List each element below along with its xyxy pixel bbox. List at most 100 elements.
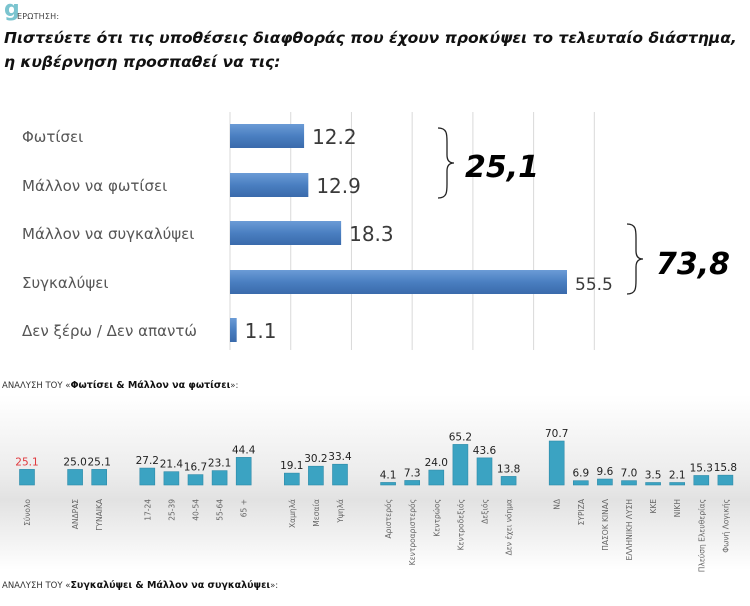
- column-bar: [19, 469, 35, 486]
- bar: [230, 173, 309, 197]
- breakdown-bar-chart: 25.1 Σύνολο 25.0 ΑΝΔΡΑΣ 25.1 ΓΥΝΑΙΚΑ 27.2 17-24…: [15, 428, 737, 572]
- column-category-label: Κεντρώος: [432, 499, 441, 537]
- column-value-label: 70.7: [545, 428, 568, 440]
- section2-bold: Συγκαλύψει & Μάλλον να συγκαλύψει: [70, 580, 271, 591]
- column-category-label: ΕΛΛΗΝΙΚΗ ΛΥΣΗ: [625, 499, 634, 561]
- column-category-label: Κεντροαριστερός: [408, 499, 417, 565]
- bar: [230, 318, 237, 342]
- column-bar: [621, 480, 637, 486]
- column-value-label: 4.1: [380, 469, 397, 481]
- column-category-label: 25-39: [167, 499, 176, 521]
- column-bar: [669, 482, 686, 486]
- column-category-label: Δεξιός: [481, 499, 490, 524]
- category-label: Συγκαλύψει: [22, 274, 108, 292]
- column-bar: [476, 457, 493, 486]
- column-value-label: 30.2: [304, 453, 327, 465]
- column-value-label: 7.3: [404, 467, 421, 479]
- column-category-label: Χαμηλά: [288, 499, 297, 528]
- column-value-label: 19.1: [280, 460, 303, 472]
- column-value-label: 25.1: [88, 456, 111, 468]
- section1-title: ΑΝΑΛΥΣΗ ΤΟΥ «Φωτίσει & Μάλλον να φωτίσει…: [2, 380, 238, 391]
- column-value-label: 43.6: [473, 445, 497, 457]
- column-value-label: 15.8: [714, 462, 737, 474]
- column-value-label: 3.5: [645, 470, 662, 482]
- column-category-label: ΠΑΣΟΚ ΚΙΝΑΛ: [601, 498, 610, 551]
- column-value-label: 23.1: [208, 458, 231, 470]
- column-bar: [380, 482, 396, 486]
- column-category-label: ΝΔ: [553, 498, 562, 510]
- category-label: Δεν ξέρω / Δεν απαντώ: [22, 322, 197, 340]
- bar: [230, 124, 305, 148]
- column-bar: [283, 472, 300, 486]
- column-category-label: Κεντροδεξιός: [456, 499, 465, 550]
- section1-bold: Φωτίσει & Μάλλον να φωτίσει: [70, 380, 231, 391]
- column-category-label: 55-64: [216, 499, 225, 521]
- column-category-label: Σύνολο: [23, 499, 32, 526]
- column-category-label: Αριστερός: [384, 499, 393, 539]
- column-category-label: Δεν έχει νόημα: [505, 499, 514, 555]
- section2-title: ΑΝΑΛΥΣΗ ΤΟΥ «Συγκαλύψει & Μάλλον να συγκ…: [2, 580, 278, 591]
- bar: [230, 270, 567, 294]
- column-value-label: 27.2: [136, 455, 159, 467]
- column-bar: [645, 482, 661, 486]
- column-value-label: 44.4: [232, 444, 256, 456]
- column-bar: [67, 469, 83, 486]
- column-bar: [500, 476, 517, 486]
- column-bar: [597, 478, 613, 486]
- group-total-label: 25,1: [465, 150, 539, 185]
- section1-suffix: »:: [230, 381, 239, 391]
- category-label: Φωτίσει: [22, 128, 83, 146]
- value-label: 18.3: [349, 222, 394, 246]
- category-label: Μάλλον να συγκαλύψει: [22, 225, 194, 243]
- section2-prefix: ΑΝΑΛΥΣΗ ΤΟΥ «: [2, 581, 71, 591]
- column-category-label: ΝΙΚΗ: [673, 499, 682, 517]
- column-category-label: Φωνή Λογικής: [721, 499, 730, 553]
- column-bar: [235, 457, 252, 486]
- brace-right: [626, 223, 644, 295]
- column-bar: [693, 475, 710, 486]
- column-value-label: 2.1: [669, 470, 686, 482]
- brace-left: [437, 127, 455, 199]
- column-category-label: 40-54: [192, 499, 201, 521]
- column-category-label: ΓΥΝΑΙΚΑ: [95, 498, 104, 531]
- column-bar: [211, 470, 228, 486]
- column-value-label: 13.8: [497, 463, 520, 475]
- column-value-label: 9.6: [597, 466, 614, 478]
- column-value-label: 25.1: [15, 456, 38, 468]
- column-bar: [428, 469, 445, 486]
- question-title: Πιστεύετε ότι τις υποθέσεις διαφθοράς πο…: [4, 29, 737, 71]
- logo-icon: g: [4, 0, 20, 22]
- column-category-label: 17-24: [143, 499, 152, 521]
- column-bar: [717, 474, 734, 486]
- column-bar: [308, 465, 324, 486]
- column-category-label: Υψηλά: [336, 499, 345, 524]
- column-value-label: 33.4: [328, 451, 352, 463]
- section1-prefix: ΑΝΑΛΥΣΗ ΤΟΥ «: [2, 381, 71, 391]
- column-bar: [548, 440, 565, 486]
- column-bar: [452, 444, 469, 486]
- section2-suffix: »:: [270, 581, 279, 591]
- column-bar: [187, 474, 204, 486]
- column-value-label: 16.7: [184, 462, 207, 474]
- bar: [230, 221, 342, 245]
- column-value-label: 25.0: [63, 456, 86, 468]
- column-value-label: 7.0: [621, 468, 638, 480]
- value-label: 12.9: [316, 174, 361, 198]
- column-category-label: 65 +: [240, 499, 249, 517]
- column-value-label: 6.9: [572, 468, 589, 480]
- column-category-label: ΚΚΕ: [649, 499, 658, 514]
- value-label: 1.1: [245, 319, 277, 343]
- column-bar: [163, 471, 180, 486]
- main-bar-chart: Φωτίσει 12.2 Μάλλον να φωτίσει 12.9 Μάλλον ν…: [22, 112, 730, 350]
- column-bar: [404, 480, 421, 486]
- column-bar: [572, 480, 589, 486]
- category-label: Μάλλον να φωτίσει: [22, 177, 167, 195]
- group-total-label: 73,8: [656, 247, 730, 282]
- column-bar: [139, 467, 156, 486]
- column-category-label: ΑΝΔΡΑΣ: [71, 499, 80, 530]
- column-bar: [91, 469, 107, 486]
- column-category-label: Πλεύση Ελευθερίας: [697, 499, 706, 572]
- column-value-label: 24.0: [425, 457, 448, 469]
- column-value-label: 65.2: [449, 431, 472, 443]
- column-category-label: ΣΥΡΙΖΑ: [577, 498, 586, 525]
